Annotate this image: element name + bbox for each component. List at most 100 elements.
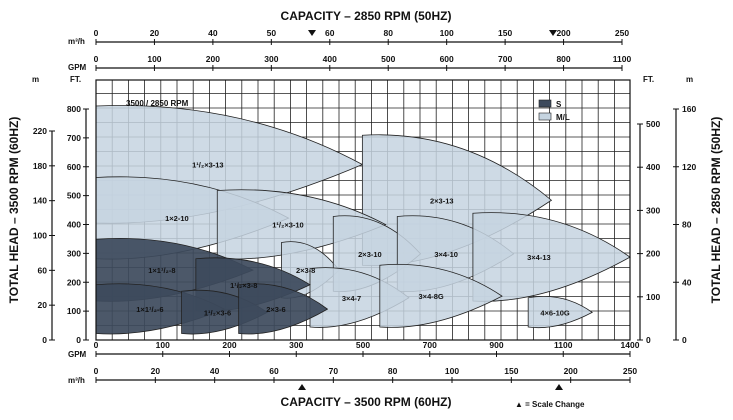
right-m-axis-tick-label: 160 — [682, 104, 696, 114]
pump-region-label: 2×3-10 — [358, 250, 382, 259]
right-m-axis-tick-label: 80 — [682, 220, 692, 230]
left-ft-axis-tick-label: 100 — [67, 306, 81, 316]
pump-region-label: 4×6-10G — [540, 308, 570, 317]
pump-region — [216, 189, 387, 260]
legend-label-s: S — [556, 100, 562, 109]
pump-regions: 1¹/₂×3-13 2×3-13 1×2-10 1¹/₂×3-10 2×3-8 2×3-1… — [95, 105, 631, 335]
legend: S M/L — [538, 99, 570, 122]
left-m-axis-tick-label: 60 — [38, 265, 48, 275]
left-ft-axis-tick-label: 0 — [76, 335, 81, 345]
top-gpm-axis-tick-label: 800 — [556, 54, 570, 64]
bottom-axis-title: CAPACITY – 3500 RPM (60HZ) — [281, 395, 452, 409]
pump-region — [238, 283, 329, 335]
scale-change-marker — [555, 384, 563, 390]
left-m-axis-tick-label: 0 — [42, 335, 47, 345]
top-gpm-axis-tick-label: 300 — [264, 54, 278, 64]
top-gpm-axis-tick-label: 200 — [206, 54, 220, 64]
bottom-gpm-axis-tick-label: 300 — [289, 340, 303, 350]
pump-region-label: 1¹/₂×3-13 — [192, 161, 223, 170]
scale-change-marker — [308, 30, 316, 36]
pump-region-label: 1¹/₂×3-6 — [204, 308, 231, 317]
bottom-gpm-axis-tick-label: 500 — [356, 340, 370, 350]
right-ft-axis-tick-label: 100 — [646, 292, 660, 302]
top-m3h-axis-tick-label: 50 — [267, 28, 277, 38]
bottom-m3h-axis-tick-label: 0 — [94, 366, 99, 376]
chart-frame — [95, 79, 631, 341]
right-m-axis-tick-label: 0 — [682, 335, 687, 345]
top-gpm-axis-tick-label: 0 — [94, 54, 99, 64]
bottom-gpm-axis-tick-label: 700 — [423, 340, 437, 350]
right-ft-axis-tick-label: 200 — [646, 249, 660, 259]
right-ft-axis-tick-label: 0 — [646, 335, 651, 345]
top-gpm-axis-tick-label: 1100 — [613, 54, 632, 64]
unit-bottom-m3h: m³/h — [68, 376, 85, 385]
left-ft-axis-tick-label: 400 — [67, 220, 81, 230]
unit-bottom-gpm: GPM — [68, 350, 87, 359]
pump-region-label: 2×3-13 — [430, 196, 454, 205]
top-m3h-axis-tick-label: 0 — [94, 28, 99, 38]
bottom-gpm-axis-tick-label: 0 — [94, 340, 99, 350]
pump-region-label: 1×1¹/₂-8 — [148, 266, 175, 275]
bottom-m3h-axis-tick-label: 20 — [151, 366, 161, 376]
pump-region-label: 1¹/₂×3-8 — [230, 281, 257, 290]
bottom-gpm-axis-tick-label: 1400 — [621, 340, 640, 350]
legend-swatch-ml — [538, 112, 552, 121]
plot-border — [95, 79, 631, 341]
pump-region-label: 2×3-8 — [296, 266, 315, 275]
right-ft-axis-tick-label: 300 — [646, 205, 660, 215]
pump-region-label: 2×3-6 — [266, 305, 285, 314]
pump-region-label: 3×4-13 — [527, 253, 551, 262]
bottom-m3h-axis-tick-label: 80 — [388, 366, 398, 376]
bottom-m3h-axis-tick-label: 70 — [329, 366, 339, 376]
left-ft-axis-tick-label: 800 — [67, 104, 81, 114]
top-gpm-axis-tick-label: 600 — [440, 54, 454, 64]
bottom-gpm-axis-tick-label: 1100 — [554, 340, 573, 350]
top-gpm-axis-tick-label: 100 — [147, 54, 161, 64]
right-y-axis-title: TOTAL HEAD – 2850 RPM (50HZ) — [709, 117, 723, 304]
left-ft-axis-tick-label: 700 — [67, 133, 81, 143]
left-ft-axis-tick-label: 600 — [67, 162, 81, 172]
pump-region — [472, 212, 631, 302]
left-ft-axis-tick-label: 500 — [67, 191, 81, 201]
legend-label-ml: M/L — [556, 113, 570, 122]
left-m-axis-tick-label: 220 — [33, 126, 47, 136]
unit-top-gpm: GPM — [68, 63, 87, 72]
unit-left-m: m — [32, 75, 39, 84]
top-m3h-axis-tick-label: 250 — [615, 28, 629, 38]
top-gpm-axis-tick-label: 500 — [381, 54, 395, 64]
pump-region-label: 1×1¹/₂-6 — [136, 305, 163, 314]
right-ft-axis-tick-label: 500 — [646, 119, 660, 129]
top-m3h-axis-tick-label: 20 — [150, 28, 160, 38]
top-m3h-axis-tick-label: 80 — [383, 28, 393, 38]
left-m-axis-tick-label: 20 — [38, 300, 48, 310]
unit-right-ft: FT. — [643, 75, 654, 84]
bottom-m3h-axis-tick-label: 150 — [504, 366, 518, 376]
right-m-axis-tick-label: 40 — [682, 277, 692, 287]
top-gpm-axis-tick-label: 700 — [498, 54, 512, 64]
left-y-axis-title: TOTAL HEAD – 3500 RPM (60HZ) — [7, 117, 21, 304]
pump-region-label: 1×2-10 — [165, 214, 189, 223]
pump-region — [379, 264, 503, 328]
scale-change-note: ▲ = Scale Change — [515, 400, 585, 409]
speed-note: 3500 / 2850 RPM — [126, 99, 189, 108]
pump-region-label: 3×4-8G — [419, 292, 444, 301]
bottom-m3h-axis-tick-label: 40 — [210, 366, 220, 376]
left-ft-axis-tick-label: 300 — [67, 248, 81, 258]
top-m3h-axis-tick-label: 60 — [325, 28, 335, 38]
right-m-axis-tick-label: 120 — [682, 162, 696, 172]
pump-region — [527, 295, 593, 329]
unit-right-m: m — [686, 75, 693, 84]
pump-region-label: 3×4-7 — [342, 294, 361, 303]
unit-left-ft: FT. — [70, 75, 81, 84]
top-m3h-axis-tick-label: 40 — [208, 28, 218, 38]
top-m3h-axis-tick-label: 200 — [556, 28, 570, 38]
pump-region-label: 3×4-10 — [434, 250, 458, 259]
legend-swatch-s — [538, 99, 552, 108]
bottom-gpm-axis-tick-label: 200 — [222, 340, 236, 350]
scale-change-marker — [549, 30, 557, 36]
left-m-axis-tick-label: 100 — [33, 231, 47, 241]
bottom-m3h-axis-tick-label: 60 — [269, 366, 279, 376]
left-m-axis-tick-label: 180 — [33, 161, 47, 171]
